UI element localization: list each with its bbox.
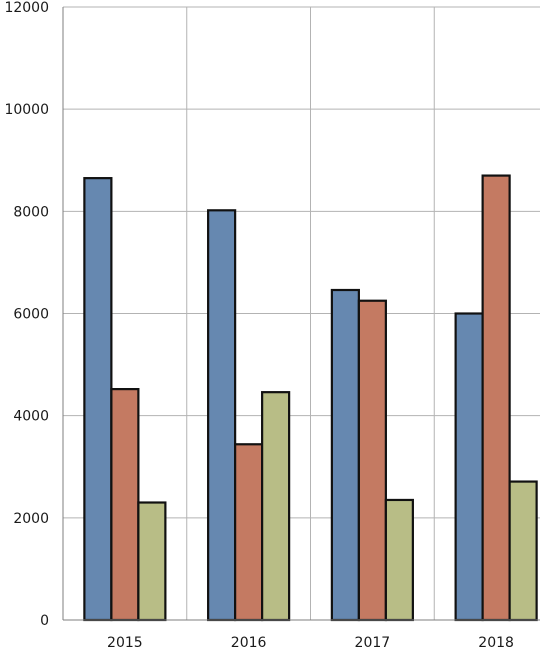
labels-layer: 0 2000 4000 6000 8000 10000 12000 2015 2016 2017 2…: [4, 0, 513, 649]
bar-2017-series-3: [384, 498, 414, 622]
bar-2015-series-2: [110, 388, 140, 622]
y-tick-label-10000: 10000: [4, 102, 49, 118]
bar-2018-series-2: [481, 174, 511, 622]
bar-2016-series-1: [207, 209, 237, 622]
x-tick-label-2015: 2015: [107, 635, 143, 649]
bar-2015-series-3: [137, 501, 167, 622]
x-tick-label-2017: 2017: [355, 635, 391, 649]
bar-2016-series-2: [234, 443, 264, 622]
bar-2018-series-3: [508, 480, 538, 622]
grid-layer: [63, 6, 540, 620]
y-tick-label-8000: 8000: [13, 204, 49, 220]
bar-2015-series-1: [83, 177, 113, 622]
bar-2017-series-2: [357, 299, 387, 622]
bar-2017-series-1: [330, 288, 360, 622]
bars-layer: [83, 174, 538, 622]
y-tick-label-2000: 2000: [13, 511, 49, 527]
y-tick-label-4000: 4000: [13, 409, 49, 425]
x-tick-label-2016: 2016: [231, 635, 267, 649]
axis-layer: [62, 7, 540, 621]
y-tick-label-0: 0: [40, 613, 49, 629]
y-tick-label-12000: 12000: [4, 0, 49, 16]
bar-2018-series-1: [454, 312, 484, 622]
x-tick-label-2018: 2018: [478, 635, 514, 649]
bar-2016-series-3: [261, 391, 291, 622]
y-tick-label-6000: 6000: [13, 307, 49, 323]
